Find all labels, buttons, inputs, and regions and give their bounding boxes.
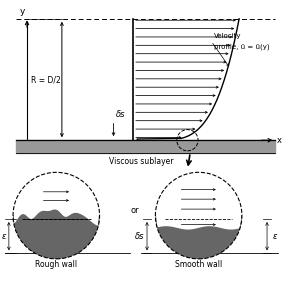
Circle shape	[13, 172, 99, 259]
Text: ε: ε	[2, 232, 6, 241]
Polygon shape	[13, 210, 99, 259]
Bar	[16, 140, 275, 153]
Text: profile, ū = ū(y): profile, ū = ū(y)	[214, 44, 270, 50]
Text: Rough wall: Rough wall	[35, 260, 77, 269]
Text: Smooth wall: Smooth wall	[175, 260, 222, 269]
Text: δs: δs	[116, 110, 126, 119]
Text: or: or	[130, 206, 139, 214]
Text: Velocity: Velocity	[214, 33, 241, 39]
Text: Viscous sublayer: Viscous sublayer	[109, 157, 174, 166]
Text: R = D/2: R = D/2	[31, 75, 60, 84]
Text: x: x	[277, 136, 282, 145]
Polygon shape	[155, 216, 242, 259]
Text: ε: ε	[273, 232, 277, 241]
Text: δs: δs	[135, 232, 144, 241]
Text: y: y	[20, 7, 25, 16]
Circle shape	[155, 172, 242, 259]
